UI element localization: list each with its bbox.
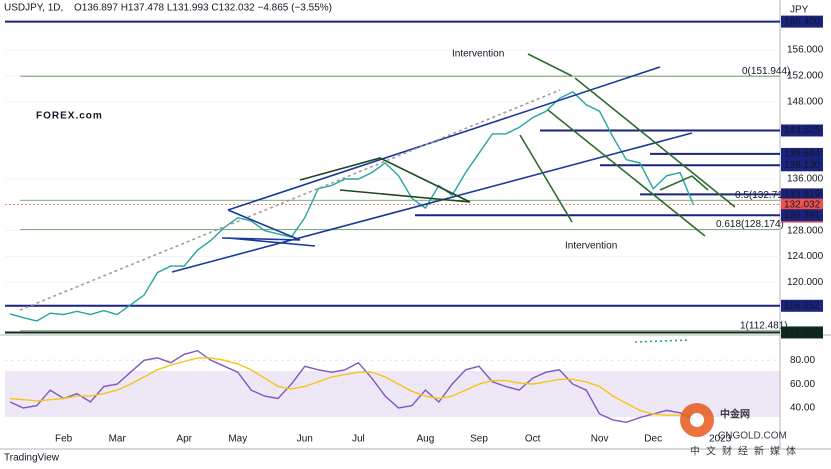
currency: JPY: [790, 5, 809, 16]
x-tick-label: Jul: [352, 434, 365, 445]
logo: FOREX.com: [36, 111, 103, 122]
footer: TradingView: [4, 453, 60, 464]
x-tick-label: Jun: [297, 434, 313, 445]
y-tick-label: 136.000: [787, 174, 824, 185]
x-tick-label: Dec: [644, 434, 662, 445]
x-tick-label: Mar: [109, 434, 127, 445]
watermark-site: CNGOLD.COM: [718, 431, 787, 442]
pennant: [299, 157, 471, 203]
pennant: [659, 175, 709, 191]
x-tick-label: May: [228, 434, 247, 445]
trendline: [227, 237, 316, 247]
level-label: 116.352: [784, 300, 820, 311]
watermark-tagline: 中文财经新媒体: [690, 445, 802, 458]
level-tag: [781, 198, 823, 211]
arrow: [527, 53, 573, 77]
pennant: [221, 209, 301, 241]
price-line: [9, 91, 695, 322]
rsi-line: [9, 357, 694, 416]
y-tick-label: 124.000: [787, 251, 824, 262]
level-tag: [781, 299, 823, 312]
y-tick-label: 148.000: [787, 96, 824, 107]
fib-label: 0.618(128.174): [716, 219, 784, 230]
symbol: USDJPY, 1D,: [4, 3, 63, 14]
annotation: Intervention: [565, 241, 617, 252]
y-tick-label: 128.000: [787, 225, 824, 236]
trendline: [574, 77, 736, 208]
level-label: 112.220: [784, 327, 820, 338]
fib-label: 0(151.944): [742, 66, 790, 77]
x-tick-label: Apr: [176, 434, 192, 445]
y-tick-label: 120.000: [787, 277, 824, 288]
annotation: Intervention: [452, 49, 504, 60]
fib-guide: [19, 89, 561, 311]
level-label: 138.130: [784, 160, 821, 171]
rsi-band: [5, 371, 780, 417]
trendline: [547, 109, 706, 237]
fib-label: 1(112.481): [740, 320, 788, 331]
y-tick-label: 60.00: [790, 379, 815, 390]
y-tick-label: 152.000: [787, 70, 824, 81]
rsi-line: [9, 349, 694, 424]
rsi-signal: [634, 339, 691, 343]
ohlc: O136.897 H137.478 L131.993 C132.032 −4.8…: [74, 3, 332, 14]
level-tag: [781, 147, 823, 160]
x-tick-label: Nov: [591, 434, 609, 445]
trendline: [227, 66, 661, 211]
y-tick-label: 156.000: [787, 45, 824, 56]
level-tag: [781, 326, 823, 339]
x-tick-label: Feb: [55, 434, 73, 445]
x-tick-label: Aug: [417, 434, 435, 445]
level-label: 139.894: [784, 149, 821, 160]
level-tag: [781, 124, 823, 137]
y-tick-label: 40.00: [790, 403, 815, 414]
trendlines: [19, 53, 736, 343]
x-tick-label: 2023: [709, 434, 732, 445]
level-tag: [781, 15, 823, 28]
level-tag: [781, 209, 823, 222]
watermark-icon: [690, 413, 704, 427]
y-tick-label: 80.00: [790, 355, 815, 366]
watermark: 中金网 CNGOLD.COM 中文财经新媒体: [680, 403, 802, 458]
level-label: 133.619: [784, 189, 821, 200]
level-label: 130.391: [784, 210, 821, 221]
arrow: [519, 134, 573, 223]
level-tag: [781, 159, 823, 172]
level-label: 132.032: [784, 199, 821, 210]
level-label: 143.525: [784, 125, 821, 136]
watermark-name: 中金网: [720, 408, 750, 421]
level-label: 160.400: [784, 16, 821, 27]
x-tick-label: Sep: [470, 434, 488, 445]
x-tick-label: Oct: [525, 434, 541, 445]
level-tag: [781, 188, 823, 201]
